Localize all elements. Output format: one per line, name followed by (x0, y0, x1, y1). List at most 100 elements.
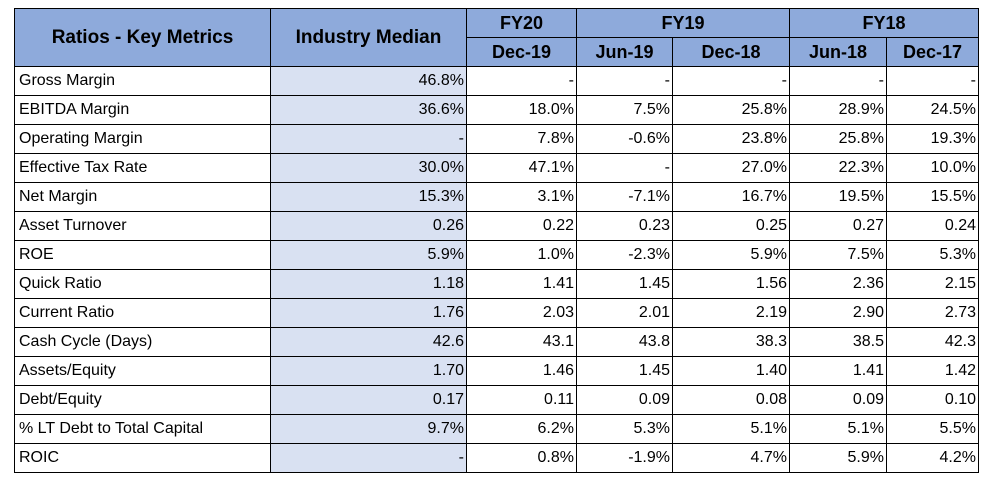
period-value: -1.9% (576, 443, 673, 473)
period-value: 2.36 (789, 269, 887, 299)
industry-median-value: - (270, 124, 467, 154)
period-value: 5.1% (789, 414, 887, 444)
period-value: 5.3% (576, 414, 673, 444)
industry-median-value: 46.8% (270, 66, 467, 96)
period-value: 43.8 (576, 327, 673, 357)
period-value: - (576, 66, 673, 96)
table-row: Current Ratio 1.76 2.03 2.01 2.19 2.90 2.73 (14, 298, 979, 328)
industry-median-value: 0.17 (270, 385, 467, 415)
metric-label: Quick Ratio (14, 269, 271, 299)
header-industry-median: Industry Median (270, 8, 467, 67)
table-row: Operating Margin -7.8% -0.6% 23.8% 25.8% 19.3… (14, 124, 979, 154)
period-value: 2.01 (576, 298, 673, 328)
header-period-jun-18: Jun-18 (789, 37, 887, 67)
metric-label: Asset Turnover (14, 211, 271, 241)
period-value: 1.0% (466, 240, 577, 270)
period-value: 0.09 (576, 385, 673, 415)
period-value: 27.0% (672, 153, 790, 183)
table-row: Effective Tax Rate 30.0% 47.1% -27.0% 22.3% 1… (14, 153, 979, 183)
period-value: - (576, 153, 673, 183)
period-value: 0.25 (672, 211, 790, 241)
period-value: 2.03 (466, 298, 577, 328)
period-value: 22.3% (789, 153, 887, 183)
table-row: Asset Turnover 0.26 0.22 0.23 0.25 0.27 0.24 (14, 211, 979, 241)
ratios-table: Ratios - Key Metrics Industry Median FY2… (14, 8, 979, 473)
period-value: 7.5% (789, 240, 887, 270)
period-value: -7.1% (576, 182, 673, 212)
metric-label: Cash Cycle (Days) (14, 327, 271, 357)
period-value: 1.56 (672, 269, 790, 299)
period-value: 42.3 (886, 327, 979, 357)
ratios-table-container: Ratios - Key Metrics Industry Median FY2… (14, 8, 979, 473)
period-value: 0.8% (466, 443, 577, 473)
table-row: % LT Debt to Total Capital 9.7% 6.2% 5.3% 5.… (14, 414, 979, 444)
period-value: 1.41 (789, 356, 887, 386)
period-value: 1.40 (672, 356, 790, 386)
period-value: 4.7% (672, 443, 790, 473)
period-value: 38.5 (789, 327, 887, 357)
metric-label: Current Ratio (14, 298, 271, 328)
period-value: - (672, 66, 790, 96)
metric-label: ROE (14, 240, 271, 270)
metric-label: Net Margin (14, 182, 271, 212)
table-row: ROE 5.9% 1.0% -2.3% 5.9% 7.5% 5.3% (14, 240, 979, 270)
period-value: 7.8% (466, 124, 577, 154)
period-value: 25.8% (789, 124, 887, 154)
period-value: 1.45 (576, 269, 673, 299)
metric-label: Assets/Equity (14, 356, 271, 386)
period-value: 0.24 (886, 211, 979, 241)
industry-median-value: 1.76 (270, 298, 467, 328)
metric-label: ROIC (14, 443, 271, 473)
period-value: 5.9% (672, 240, 790, 270)
period-value: 1.45 (576, 356, 673, 386)
period-value: - (886, 66, 979, 96)
period-value: 10.0% (886, 153, 979, 183)
metric-label: Debt/Equity (14, 385, 271, 415)
table-body: Gross Margin 46.8% - - - - - EBITDA Margin 36.6%… (14, 66, 979, 473)
period-value: 15.5% (886, 182, 979, 212)
header-group-fy20: FY20 (466, 8, 577, 38)
period-value: 6.2% (466, 414, 577, 444)
period-value: 1.46 (466, 356, 577, 386)
period-value: 18.0% (466, 95, 577, 125)
period-value: 5.1% (672, 414, 790, 444)
period-value: 2.90 (789, 298, 887, 328)
period-value: 43.1 (466, 327, 577, 357)
period-value: 23.8% (672, 124, 790, 154)
period-value: 5.3% (886, 240, 979, 270)
table-row: Gross Margin 46.8% - - - - - (14, 66, 979, 96)
header-group-fy18: FY18 (789, 8, 979, 38)
metric-label: Gross Margin (14, 66, 271, 96)
table-row: Assets/Equity 1.70 1.46 1.45 1.40 1.41 1.42 (14, 356, 979, 386)
period-value: 28.9% (789, 95, 887, 125)
period-value: 16.7% (672, 182, 790, 212)
period-value: - (789, 66, 887, 96)
period-value: 25.8% (672, 95, 790, 125)
period-value: 0.11 (466, 385, 577, 415)
table-row: EBITDA Margin 36.6% 18.0% 7.5% 25.8% 28.9% 24.… (14, 95, 979, 125)
header-period-dec-18: Dec-18 (672, 37, 790, 67)
metric-label: Effective Tax Rate (14, 153, 271, 183)
industry-median-value: 0.26 (270, 211, 467, 241)
period-value: 0.10 (886, 385, 979, 415)
header-period-jun-19: Jun-19 (576, 37, 673, 67)
period-value: 3.1% (466, 182, 577, 212)
period-value: 1.42 (886, 356, 979, 386)
industry-median-value: 30.0% (270, 153, 467, 183)
period-value: 0.22 (466, 211, 577, 241)
period-value: 2.19 (672, 298, 790, 328)
industry-median-value: 42.6 (270, 327, 467, 357)
period-value: 1.41 (466, 269, 577, 299)
period-value: 38.3 (672, 327, 790, 357)
industry-median-value: 9.7% (270, 414, 467, 444)
period-value: 47.1% (466, 153, 577, 183)
header-group-fy19: FY19 (576, 8, 790, 38)
industry-median-value: - (270, 443, 467, 473)
table-row: Cash Cycle (Days) 42.6 43.1 43.8 38.3 38.5 42.… (14, 327, 979, 357)
header-metric: Ratios - Key Metrics (14, 8, 271, 67)
industry-median-value: 36.6% (270, 95, 467, 125)
table-row: Quick Ratio 1.18 1.41 1.45 1.56 2.36 2.15 (14, 269, 979, 299)
table-row: ROIC -0.8% -1.9% 4.7% 5.9% 4.2% (14, 443, 979, 473)
period-value: 2.73 (886, 298, 979, 328)
industry-median-value: 1.70 (270, 356, 467, 386)
